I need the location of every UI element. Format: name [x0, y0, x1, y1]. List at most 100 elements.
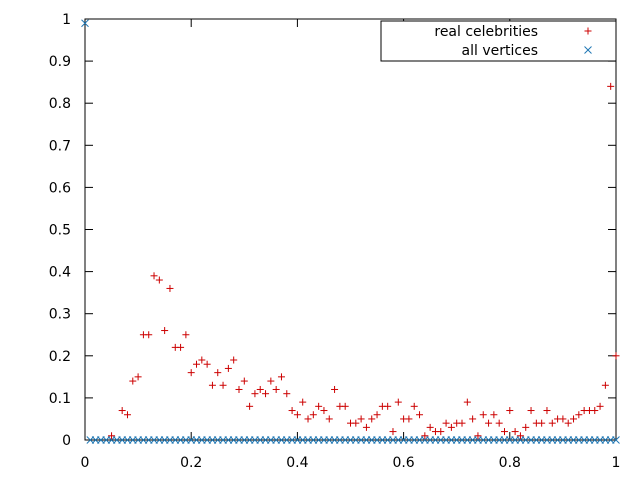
data-point-real-celebrities: [262, 390, 270, 398]
data-point-real-celebrities: [187, 369, 195, 377]
data-point-real-celebrities: [331, 385, 339, 393]
data-point-real-celebrities: [527, 407, 535, 415]
data-point-real-celebrities: [384, 402, 392, 410]
data-point-real-celebrities: [277, 373, 285, 381]
data-point-real-celebrities: [246, 402, 254, 410]
data-point-real-celebrities: [166, 284, 174, 292]
data-point-real-celebrities: [511, 428, 519, 436]
data-point-real-celebrities: [612, 352, 620, 360]
x-tick-label: 1: [612, 455, 621, 471]
legend-marker-symbol: [584, 27, 592, 35]
data-point-real-celebrities: [134, 373, 142, 381]
data-point-real-celebrities: [437, 428, 445, 436]
data-point-real-celebrities: [373, 411, 381, 419]
data-point-real-celebrities: [458, 419, 466, 427]
data-point-all-vertices: [81, 19, 89, 28]
data-point-real-celebrities: [601, 381, 609, 389]
data-point-real-celebrities: [362, 423, 370, 431]
data-point-real-celebrities: [394, 398, 402, 406]
data-point-real-celebrities: [516, 432, 524, 440]
data-point-real-celebrities: [479, 411, 487, 419]
data-point-real-celebrities: [564, 419, 572, 427]
data-point-real-celebrities: [442, 419, 450, 427]
data-point-real-celebrities: [304, 415, 312, 423]
x-tick-label: 0.2: [180, 455, 202, 471]
data-point-real-celebrities: [235, 385, 243, 393]
x-tick-label: 0.8: [499, 455, 521, 471]
data-points: [81, 19, 620, 444]
data-point-real-celebrities: [389, 428, 397, 436]
legend-marker-all-vertices: [584, 46, 592, 54]
series-real-celebrities: [108, 82, 620, 440]
data-point-real-celebrities: [214, 369, 222, 377]
data-point-real-celebrities: [490, 411, 498, 419]
data-point-real-celebrities: [357, 415, 365, 423]
legend-marker-real-celebrities: [584, 27, 592, 35]
data-point-real-celebrities: [155, 276, 163, 284]
legend-box: [380, 20, 617, 62]
data-point-real-celebrities: [368, 415, 376, 423]
data-point-real-celebrities: [416, 411, 424, 419]
data-point-real-celebrities: [341, 402, 349, 410]
series-all-vertices: [81, 19, 620, 444]
data-point-real-celebrities: [240, 377, 248, 385]
x-tick-label: 0: [81, 455, 90, 471]
data-point-real-celebrities: [543, 407, 551, 415]
legend-label-real-celebrities: real celebrities: [434, 24, 538, 40]
data-point-real-celebrities: [256, 385, 264, 393]
data-point-real-celebrities: [208, 381, 216, 389]
data-point-all-vertices: [612, 436, 620, 444]
data-point-real-celebrities: [463, 398, 471, 406]
y-tick-label: 0: [62, 433, 71, 449]
data-point-real-celebrities: [320, 407, 328, 415]
y-tick-label: 0.9: [49, 54, 71, 70]
y-tick-label: 0.2: [49, 349, 71, 365]
data-point-real-celebrities: [182, 331, 190, 339]
data-point-real-celebrities: [203, 360, 211, 368]
data-point-real-celebrities: [474, 432, 482, 440]
data-point-real-celebrities: [198, 356, 206, 364]
data-point-real-celebrities: [469, 415, 477, 423]
data-point-real-celebrities: [426, 423, 434, 431]
data-point-real-celebrities: [315, 402, 323, 410]
data-point-real-celebrities: [352, 419, 360, 427]
data-point-real-celebrities: [309, 411, 317, 419]
data-point-real-celebrities: [150, 272, 158, 280]
y-tick-label: 0.4: [49, 265, 71, 281]
x-tick-label: 0.4: [286, 455, 308, 471]
data-point-real-celebrities: [591, 407, 599, 415]
data-point-real-celebrities: [607, 82, 615, 90]
y-tick-label: 0.8: [49, 96, 71, 112]
data-point-real-celebrities: [219, 381, 227, 389]
legend-label-all-vertices: all vertices: [462, 43, 538, 59]
data-point-real-celebrities: [193, 360, 201, 368]
data-point-real-celebrities: [559, 415, 567, 423]
data-point-real-celebrities: [145, 331, 153, 339]
data-point-real-celebrities: [548, 419, 556, 427]
data-point-real-celebrities: [495, 419, 503, 427]
legend: real celebrities all vertices: [380, 20, 617, 62]
data-point-real-celebrities: [500, 428, 508, 436]
data-point-real-celebrities: [267, 377, 275, 385]
data-point-real-celebrities: [293, 411, 301, 419]
axes: 0 0.1 0.2 0.3 0.4 0.5 0.6 0.7 0.8 0.9 1 0 0.2 0.4 0.6 0…: [49, 12, 621, 471]
data-point-real-celebrities: [522, 423, 530, 431]
y-tick-label: 1: [62, 12, 71, 28]
data-point-real-celebrities: [570, 415, 578, 423]
data-point-real-celebrities: [421, 432, 429, 440]
data-point-real-celebrities: [325, 415, 333, 423]
data-point-real-celebrities: [299, 398, 307, 406]
data-point-real-celebrities: [251, 390, 259, 398]
data-point-real-celebrities: [129, 377, 137, 385]
data-point-real-celebrities: [161, 327, 169, 335]
data-point-real-celebrities: [410, 402, 418, 410]
data-point-real-celebrities: [447, 423, 455, 431]
data-point-real-celebrities: [118, 407, 126, 415]
y-tick-label: 0.3: [49, 307, 71, 323]
x-tick-label: 0.6: [392, 455, 414, 471]
data-point-real-celebrities: [485, 419, 493, 427]
y-tick-label: 0.1: [49, 391, 71, 407]
data-point-real-celebrities: [123, 411, 131, 419]
data-point-real-celebrities: [506, 407, 514, 415]
